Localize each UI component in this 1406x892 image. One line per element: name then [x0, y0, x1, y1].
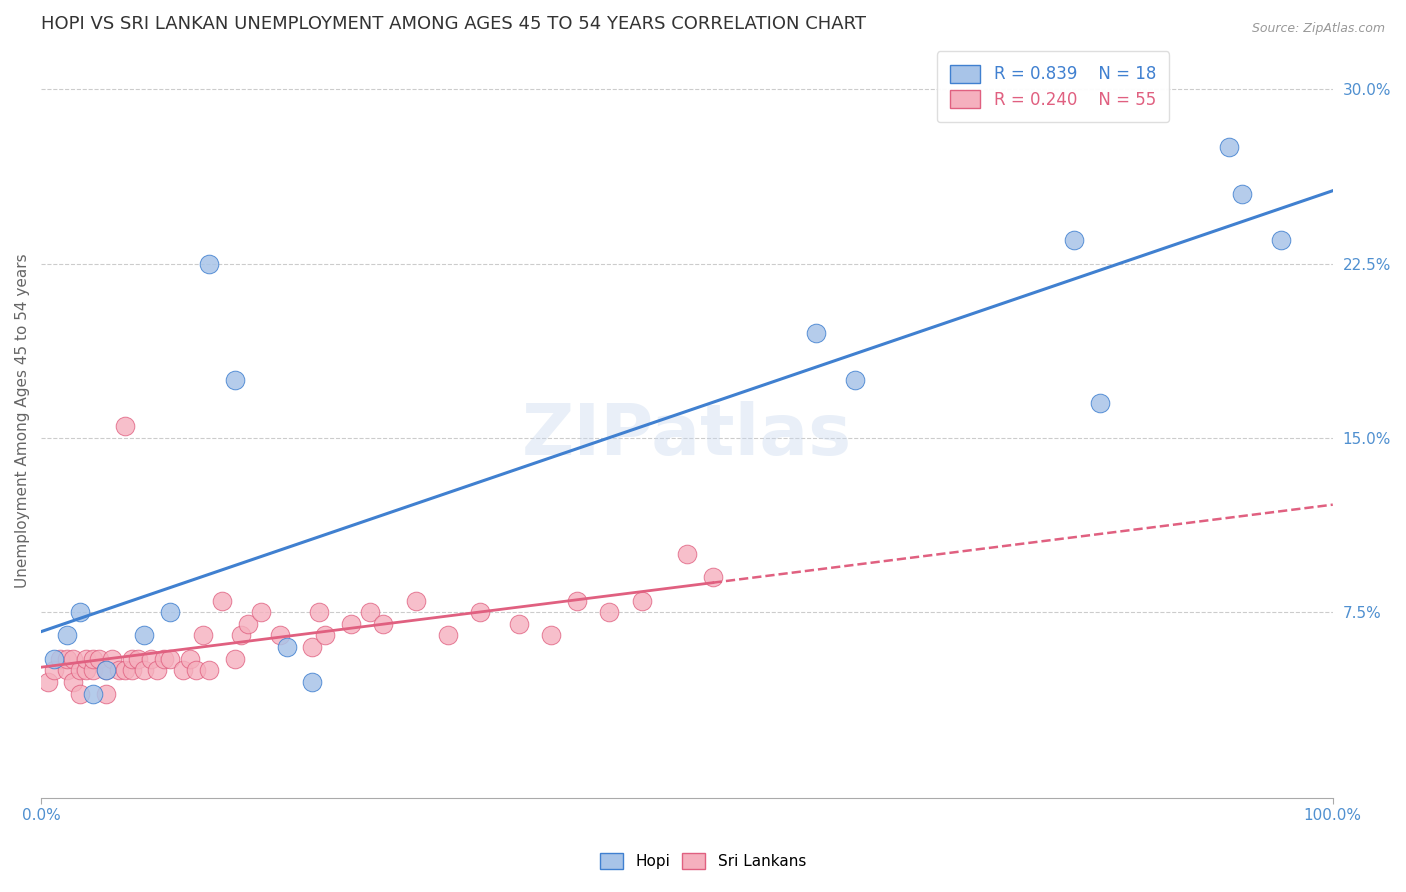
Legend: Hopi, Sri Lankans: Hopi, Sri Lankans	[593, 847, 813, 875]
Point	[565, 593, 588, 607]
Point	[94, 663, 117, 677]
Point	[236, 616, 259, 631]
Point	[159, 605, 181, 619]
Point	[301, 640, 323, 654]
Point	[37, 674, 59, 689]
Point	[82, 686, 104, 700]
Point	[75, 651, 97, 665]
Point	[1218, 140, 1240, 154]
Point	[82, 651, 104, 665]
Point	[844, 373, 866, 387]
Point	[540, 628, 562, 642]
Point	[224, 373, 246, 387]
Point	[56, 663, 79, 677]
Point	[139, 651, 162, 665]
Y-axis label: Unemployment Among Ages 45 to 54 years: Unemployment Among Ages 45 to 54 years	[15, 253, 30, 588]
Point	[360, 605, 382, 619]
Point	[94, 663, 117, 677]
Point	[373, 616, 395, 631]
Point	[598, 605, 620, 619]
Point	[676, 547, 699, 561]
Point	[101, 651, 124, 665]
Point	[630, 593, 652, 607]
Point	[56, 651, 79, 665]
Text: ZIPatlas: ZIPatlas	[522, 401, 852, 470]
Point	[211, 593, 233, 607]
Point	[224, 651, 246, 665]
Point	[308, 605, 330, 619]
Point	[121, 663, 143, 677]
Point	[42, 651, 65, 665]
Point	[94, 686, 117, 700]
Point	[62, 651, 84, 665]
Point	[301, 674, 323, 689]
Point	[69, 663, 91, 677]
Point	[314, 628, 336, 642]
Point	[1232, 186, 1254, 201]
Point	[249, 605, 271, 619]
Point	[121, 651, 143, 665]
Point	[107, 663, 129, 677]
Point	[1063, 234, 1085, 248]
Point	[276, 640, 298, 654]
Legend: R = 0.839    N = 18, R = 0.240    N = 55: R = 0.839 N = 18, R = 0.240 N = 55	[936, 51, 1170, 122]
Point	[1270, 234, 1292, 248]
Point	[172, 663, 194, 677]
Point	[146, 663, 169, 677]
Point	[82, 663, 104, 677]
Point	[114, 663, 136, 677]
Point	[340, 616, 363, 631]
Point	[269, 628, 291, 642]
Point	[56, 628, 79, 642]
Point	[470, 605, 492, 619]
Point	[508, 616, 530, 631]
Text: HOPI VS SRI LANKAN UNEMPLOYMENT AMONG AGES 45 TO 54 YEARS CORRELATION CHART: HOPI VS SRI LANKAN UNEMPLOYMENT AMONG AG…	[41, 15, 866, 33]
Point	[198, 257, 221, 271]
Point	[159, 651, 181, 665]
Point	[134, 628, 156, 642]
Point	[153, 651, 176, 665]
Point	[198, 663, 221, 677]
Point	[405, 593, 427, 607]
Point	[804, 326, 827, 341]
Point	[42, 663, 65, 677]
Point	[69, 686, 91, 700]
Point	[179, 651, 201, 665]
Point	[191, 628, 214, 642]
Point	[62, 674, 84, 689]
Point	[702, 570, 724, 584]
Point	[49, 651, 72, 665]
Text: Source: ZipAtlas.com: Source: ZipAtlas.com	[1251, 22, 1385, 36]
Point	[69, 605, 91, 619]
Point	[1090, 396, 1112, 410]
Point	[184, 663, 207, 677]
Point	[75, 663, 97, 677]
Point	[114, 419, 136, 434]
Point	[89, 651, 111, 665]
Point	[134, 663, 156, 677]
Point	[437, 628, 460, 642]
Point	[231, 628, 253, 642]
Point	[127, 651, 149, 665]
